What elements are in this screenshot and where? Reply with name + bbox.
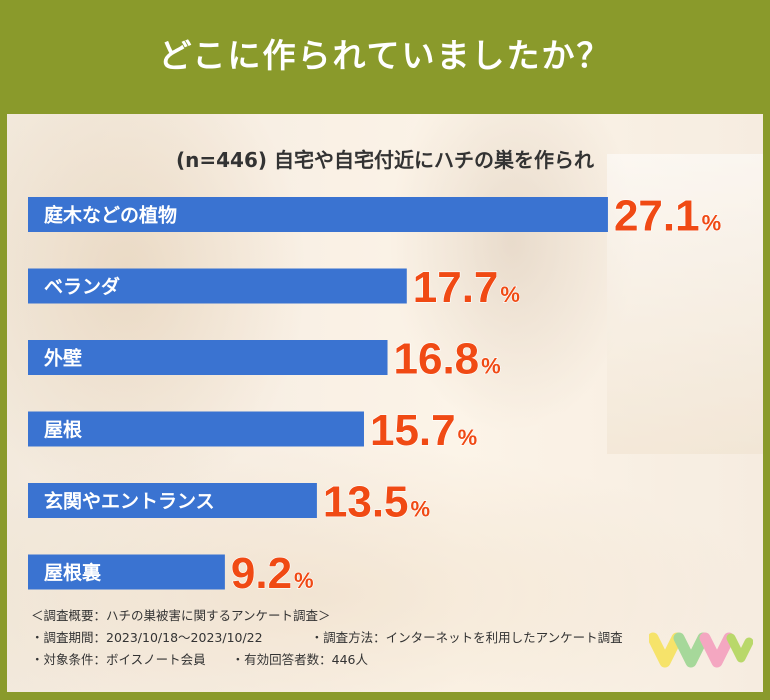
background-photo-area (387, 114, 637, 434)
category-label: 屋根 (44, 418, 82, 441)
logo-stroke-pink (699, 632, 735, 668)
category-label: 外壁 (44, 347, 82, 370)
value-label: 13.5% (323, 478, 430, 527)
logo-stroke-green (673, 632, 709, 668)
bar-1 (28, 197, 608, 232)
survey-method: ・調査方法：インターネットを利用したアンケート調査 (310, 630, 623, 645)
category-label: 屋根裏 (44, 561, 102, 584)
survey-period: ・調査期間：2023/10/18〜2023/10/22 (31, 630, 263, 645)
bar-6 (28, 554, 225, 590)
survey-heading: ＜調査概要：ハチの巣被害に関するアンケート調査＞ (31, 608, 331, 623)
bar-3 (28, 340, 388, 375)
bar-4 (28, 411, 364, 447)
background-photo-area (607, 154, 763, 454)
header-bar: どこに作られていましたか？ (0, 0, 770, 106)
survey-target: ・対象条件：ボイスノート会員 (31, 652, 206, 667)
category-label: 玄関やエントランス (44, 490, 215, 513)
chart-panel: (n=446) 自宅や自宅付近にハチの巣を作られ 庭木などの植物 27.1% ベラン… (7, 114, 763, 692)
survey-notes: ＜調査概要：ハチの巣被害に関するアンケート調査＞ ・調査期間：2023/10/1… (31, 605, 623, 671)
bar-chart: 庭木などの植物 27.1% ベランダ 17.7% 外壁 16.8% 屋根 15.7% 玄関やエン… (28, 191, 722, 599)
category-label: ベランダ (44, 275, 120, 298)
category-label: 庭木などの植物 (44, 204, 177, 227)
background-photo-area (7, 114, 307, 514)
bar-5 (28, 483, 317, 518)
value-label: 17.7% (413, 263, 520, 312)
bar-2 (28, 268, 407, 304)
page-title: どこに作られていましたか？ (158, 36, 612, 75)
value-label: 27.1% (614, 192, 721, 241)
logo-stroke-yellow (649, 632, 683, 668)
value-label: 9.2% (231, 549, 314, 598)
logo-stroke-lime (726, 633, 753, 663)
survey-responses: ・有効回答者数：446人 (231, 652, 368, 667)
value-label: 15.7% (370, 406, 477, 455)
value-label: 16.8% (394, 335, 501, 384)
brand-logo-icon (649, 632, 753, 668)
chart-title: (n=446) 自宅や自宅付近にハチの巣を作られ (176, 148, 594, 172)
